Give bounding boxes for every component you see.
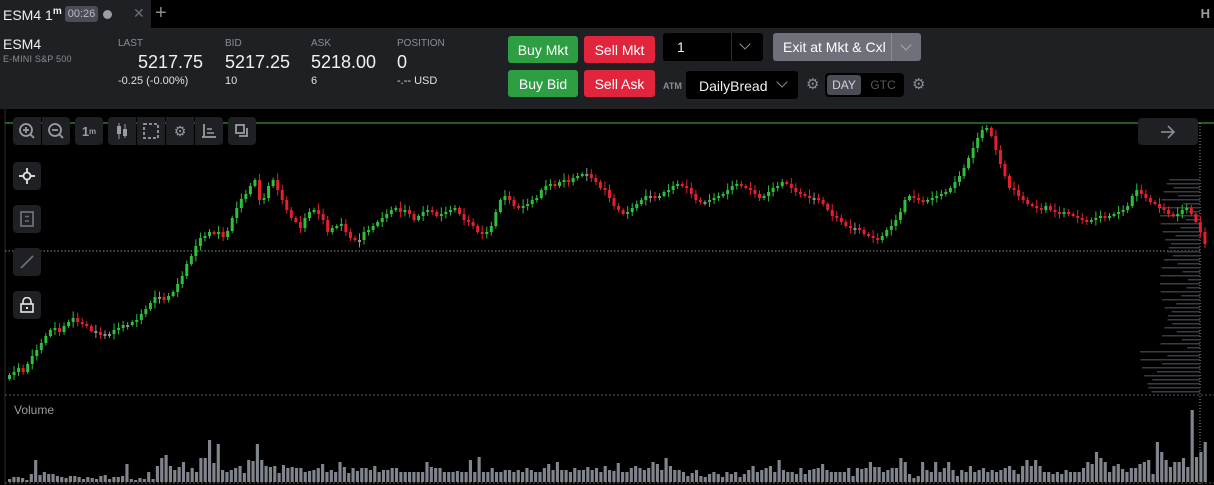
bid-size: 10 [225, 75, 238, 87]
instrument: ESM4 E-MINI S&P 500 [3, 36, 72, 64]
bid-label: BID [225, 38, 242, 49]
quote-position: POSITION 0 -.-- USD [397, 38, 445, 87]
tif-day-option[interactable]: DAY [827, 75, 861, 95]
quantity-value: 1 [677, 39, 685, 55]
divider [731, 33, 732, 61]
quote-header: ESM4 E-MINI S&P 500 LAST 5217.75 -0.25 (… [0, 28, 1214, 109]
tab-esm4[interactable]: ESM4 1m 00:26 ✕ [0, 0, 151, 28]
layout-icon[interactable] [228, 117, 256, 145]
scroll-to-latest-button[interactable] [1138, 118, 1198, 145]
header-toggle-button[interactable]: H [1200, 6, 1210, 21]
volume-pane-label: Volume [14, 403, 55, 417]
zoom-out-icon[interactable] [42, 117, 70, 145]
axis-icon[interactable] [195, 117, 223, 145]
selection-icon[interactable] [137, 117, 165, 145]
tab-title: ESM4 1m [3, 5, 62, 23]
order-settings-gear-icon[interactable]: ⚙ [912, 76, 926, 93]
crosshair-icon[interactable] [13, 162, 41, 190]
buy-bid-button[interactable]: Buy Bid [508, 70, 578, 97]
ask-label: ASK [311, 38, 332, 49]
divider [891, 33, 892, 61]
status-dot-icon [103, 9, 113, 19]
atm-strategy-value: DailyBread [699, 78, 768, 94]
quote-bid: BID 5217.25 10 [225, 38, 290, 87]
sell-ask-button[interactable]: Sell Ask [584, 70, 655, 97]
chevron-down-icon[interactable] [900, 39, 912, 51]
quote-last: LAST 5217.75 -0.25 (-0.00%) [118, 38, 203, 87]
instrument-description: E-MINI S&P 500 [3, 54, 72, 64]
position-pnl: -.-- USD [397, 75, 438, 87]
chart-canvas[interactable] [0, 109, 1214, 485]
time-in-force-toggle: DAY GTC [825, 73, 904, 97]
instrument-symbol: ESM4 [3, 36, 42, 52]
last-value: 5217.75 [138, 52, 204, 72]
last-label: LAST [118, 38, 144, 49]
last-change: -0.25 (-0.00%) [118, 75, 189, 87]
draw-line-icon[interactable] [13, 248, 41, 276]
atm-label: ATM [663, 81, 682, 91]
quantity-select[interactable]: 1 [663, 33, 763, 61]
exit-at-mkt-button[interactable]: Exit at Mkt & Cxl [773, 33, 921, 61]
bar-timer: 00:26 [64, 6, 99, 22]
atm-settings-gear-icon[interactable]: ⚙ [806, 76, 820, 93]
quote-ask: ASK 5218.00 6 [311, 38, 376, 87]
chart-settings-gear-icon[interactable]: ⚙ [166, 117, 194, 145]
lock-icon[interactable] [13, 291, 41, 319]
chevron-down-icon[interactable] [739, 38, 751, 50]
exit-label: Exit at Mkt & Cxl [783, 39, 886, 55]
position-label: POSITION [397, 38, 445, 49]
sell-mkt-button[interactable]: Sell Mkt [584, 36, 655, 63]
tif-gtc-option[interactable]: GTC [870, 78, 896, 92]
indicators-icon[interactable] [13, 205, 41, 233]
candlestick-icon[interactable] [108, 117, 136, 145]
atm-strategy-select[interactable]: DailyBread [686, 71, 798, 99]
zoom-in-icon[interactable] [13, 117, 41, 145]
close-tab-icon[interactable]: ✕ [133, 5, 145, 21]
buy-mkt-button[interactable]: Buy Mkt [508, 36, 578, 63]
add-tab-button[interactable]: + [155, 2, 167, 24]
ask-value: 5218.00 [311, 52, 377, 72]
position-value: 0 [397, 52, 408, 72]
tab-bar: ESM4 1m 00:26 ✕ + H [0, 0, 1214, 28]
ask-size: 6 [311, 75, 318, 87]
chevron-down-icon [776, 76, 788, 88]
bid-value: 5217.25 [225, 52, 291, 72]
